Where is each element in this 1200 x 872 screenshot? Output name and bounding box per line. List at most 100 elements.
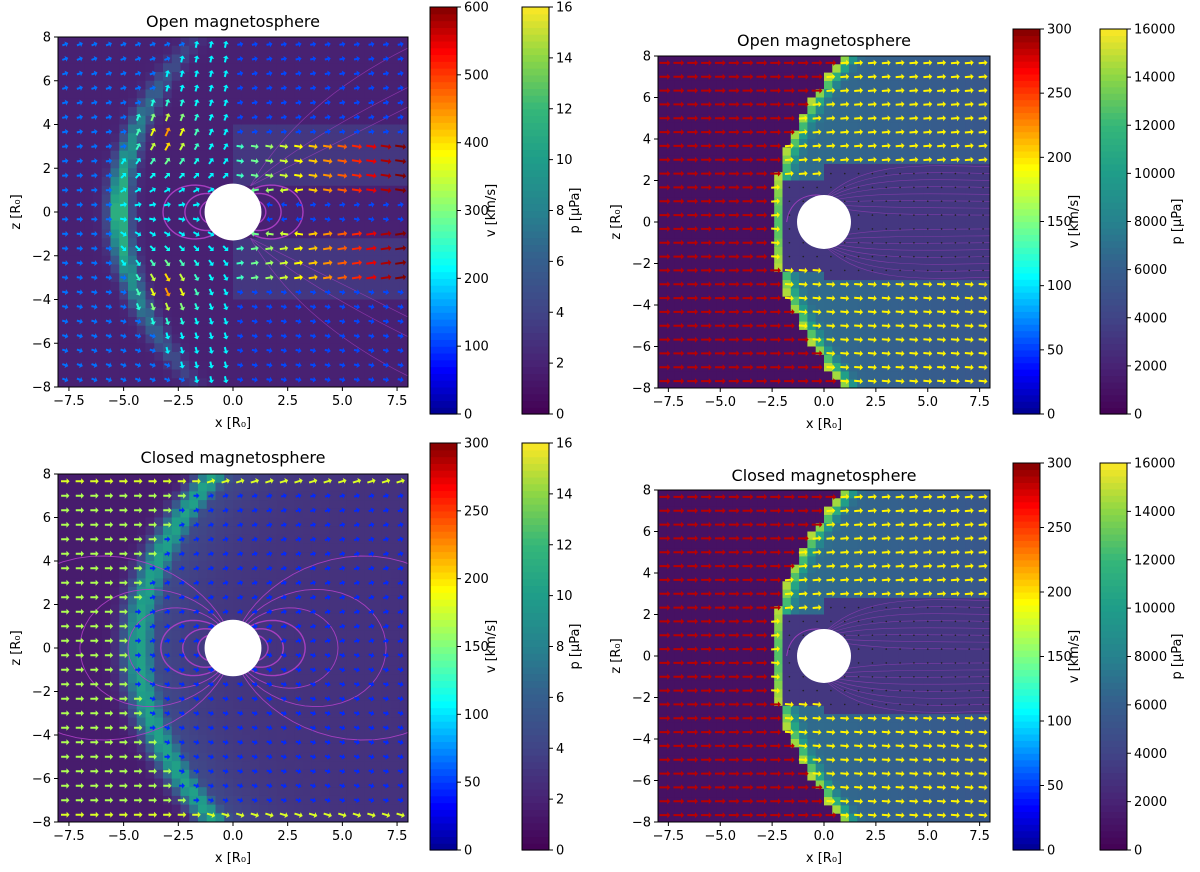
velocity-arrow	[295, 114, 302, 121]
velocity-arrow	[149, 637, 156, 644]
velocity-arrow	[826, 142, 836, 149]
velocity-arrow	[937, 743, 947, 750]
velocity-arrow	[950, 535, 960, 542]
velocity-arrow	[266, 608, 273, 615]
velocity-arrow	[222, 507, 229, 514]
velocity-arrow	[324, 521, 331, 528]
y-tick-label: 0	[643, 216, 651, 231]
velocity-arrow	[909, 576, 919, 583]
velocity-arrow	[937, 756, 947, 763]
colorbar-tick-label: 200	[464, 572, 489, 587]
velocity-arrow	[280, 724, 287, 731]
velocity-arrow	[105, 230, 113, 237]
velocity-arrow	[351, 172, 363, 179]
velocity-arrow	[756, 535, 768, 542]
velocity-arrow	[177, 811, 187, 818]
velocity-arrow	[381, 812, 391, 819]
velocity-arrow	[164, 695, 171, 702]
velocity-arrow	[802, 689, 805, 692]
velocity-arrow	[964, 798, 974, 805]
y-tick-label: −6	[32, 772, 51, 787]
velocity-arrow	[728, 521, 740, 528]
velocity-arrow	[913, 620, 915, 623]
velocity-arrow	[105, 70, 113, 77]
velocity-arrow	[353, 85, 360, 91]
velocity-arrow	[881, 756, 891, 763]
velocity-arrow	[192, 231, 200, 237]
velocity-arrow	[135, 288, 142, 296]
velocity-arrow	[770, 798, 781, 805]
velocity-arrow	[149, 594, 156, 601]
velocity-arrow	[192, 201, 200, 208]
velocity-arrow	[659, 322, 671, 329]
velocity-arrow	[104, 623, 114, 630]
velocity-arrow	[397, 521, 404, 528]
velocity-arrow	[207, 594, 214, 601]
velocity-arrow	[714, 170, 726, 177]
velocity-arrow	[954, 648, 957, 650]
velocity-arrow	[75, 608, 85, 615]
velocity-arrow	[701, 73, 712, 80]
velocity-arrow	[382, 695, 389, 702]
velocity-arrow	[950, 770, 960, 777]
velocity-arrow	[178, 216, 186, 223]
velocity-arrow	[164, 41, 171, 48]
velocity-arrow	[179, 84, 186, 92]
velocity-arrow	[280, 710, 287, 717]
velocity-arrow	[178, 259, 185, 267]
velocity-arrow	[280, 507, 287, 514]
velocity-arrow	[784, 322, 795, 329]
velocity-arrow	[756, 73, 768, 80]
velocity-arrow	[280, 41, 287, 48]
velocity-arrow	[61, 637, 70, 644]
velocity-arrow	[61, 782, 70, 789]
velocity-arrow	[295, 216, 302, 223]
velocity-arrow	[76, 260, 84, 266]
velocity-arrow	[339, 201, 346, 208]
velocity-arrow	[770, 336, 781, 343]
velocity-arrow	[673, 673, 685, 680]
velocity-arrow	[802, 186, 805, 189]
velocity-arrow	[62, 187, 69, 194]
velocity-arrow	[193, 143, 200, 151]
velocity-arrow	[337, 158, 348, 165]
velocity-arrow	[909, 73, 919, 80]
velocity-arrow	[324, 579, 331, 586]
velocity-arrow	[395, 187, 407, 194]
velocity-arrow	[75, 623, 85, 630]
velocity-arrow	[91, 172, 98, 179]
velocity-arrow	[382, 85, 390, 91]
velocity-arrow	[968, 675, 971, 678]
velocity-arrow	[964, 784, 974, 791]
velocity-arrow	[728, 701, 740, 708]
velocity-arrow	[279, 812, 289, 819]
velocity-arrow	[120, 85, 127, 91]
field-line	[819, 240, 990, 279]
velocity-arrow	[237, 797, 244, 804]
velocity-arrow	[150, 317, 156, 325]
velocity-arrow	[222, 259, 229, 266]
velocity-arrow	[164, 739, 171, 746]
velocity-arrow	[926, 634, 929, 637]
velocity-arrow	[899, 241, 901, 244]
velocity-arrow	[909, 521, 919, 528]
velocity-arrow	[857, 689, 860, 692]
velocity-arrow	[75, 579, 85, 586]
velocity-arrow	[368, 695, 375, 702]
velocity-arrow	[798, 562, 808, 569]
velocity-arrow	[978, 729, 988, 736]
field-line	[819, 240, 990, 265]
velocity-arrow	[251, 724, 258, 731]
velocity-arrow	[149, 157, 156, 165]
velocity-arrow	[164, 594, 171, 601]
velocity-arrow	[382, 333, 390, 339]
velocity-arrow	[134, 41, 142, 48]
velocity-arrow	[802, 200, 805, 203]
velocity-arrow	[280, 362, 287, 369]
velocity-arrow	[798, 756, 808, 763]
velocity-arrow	[937, 350, 947, 357]
velocity-arrow	[337, 274, 348, 281]
velocity-arrow	[310, 666, 317, 673]
velocity-arrow	[659, 590, 671, 597]
velocity-arrow	[119, 608, 128, 615]
